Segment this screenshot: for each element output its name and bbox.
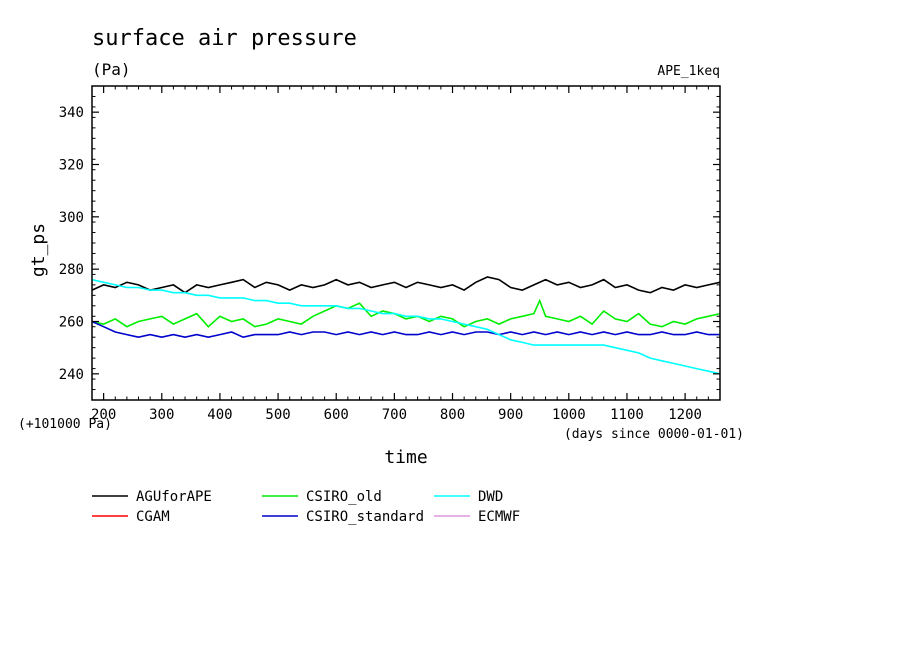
y-axis-label: gt_ps [28,223,49,277]
chart-title: surface air pressure [92,26,357,51]
y-tick-label: 300 [59,210,84,226]
x-units-label: (days since 0000-01-01) [564,427,744,442]
x-tick-label: 1100 [610,407,644,423]
legend-label-csiro-old: CSIRO_old [306,489,382,505]
units-label: (Pa) [92,60,131,79]
y-tick-label: 260 [59,315,84,331]
series-line-csiro-old [91,298,721,328]
x-tick-label: 1200 [668,407,702,423]
legend-label-dwd: DWD [478,489,503,505]
x-tick-label: 800 [440,407,465,423]
legend-label-cgam: CGAM [136,509,170,525]
series-line-csiro-standard [91,320,720,339]
x-tick-label: 400 [207,407,232,423]
legend-label-csiro-standard: CSIRO_standard [306,509,424,525]
x-tick-label: 200 [91,407,116,423]
y-offset-label: (+101000 Pa) [18,417,112,432]
series-layer [91,276,721,375]
ticks-layer: 200 300 400 500 600 700 800 900 1000 1100 1200 240 2… [59,85,721,423]
x-tick-label: 1000 [552,407,586,423]
x-axis-label: time [384,447,427,468]
x-tick-label: 700 [382,407,407,423]
x-tick-label: 500 [265,407,290,423]
legend-label-ecmwf: ECMWF [478,509,520,525]
plot-frame [91,85,721,401]
experiment-label: APE_1keq [657,64,720,79]
y-tick-label: 240 [59,367,84,383]
x-tick-label: 300 [149,407,174,423]
plot-area: 200 300 400 500 600 700 800 900 1000 1100 1200 240 2… [59,85,721,423]
y-tick-label: 340 [59,105,84,121]
y-tick-label: 320 [59,158,84,174]
x-tick-label: 600 [324,407,349,423]
series-line-aguforape [91,276,721,294]
legend-label-aguforape: AGUforAPE [136,489,212,505]
x-tick-label: 900 [498,407,523,423]
y-tick-label: 280 [59,262,84,278]
series-line-dwd [91,278,721,375]
legend: AGUforAPE CGAM CSIRO_old CSIRO_standard DWD E… [92,489,520,525]
